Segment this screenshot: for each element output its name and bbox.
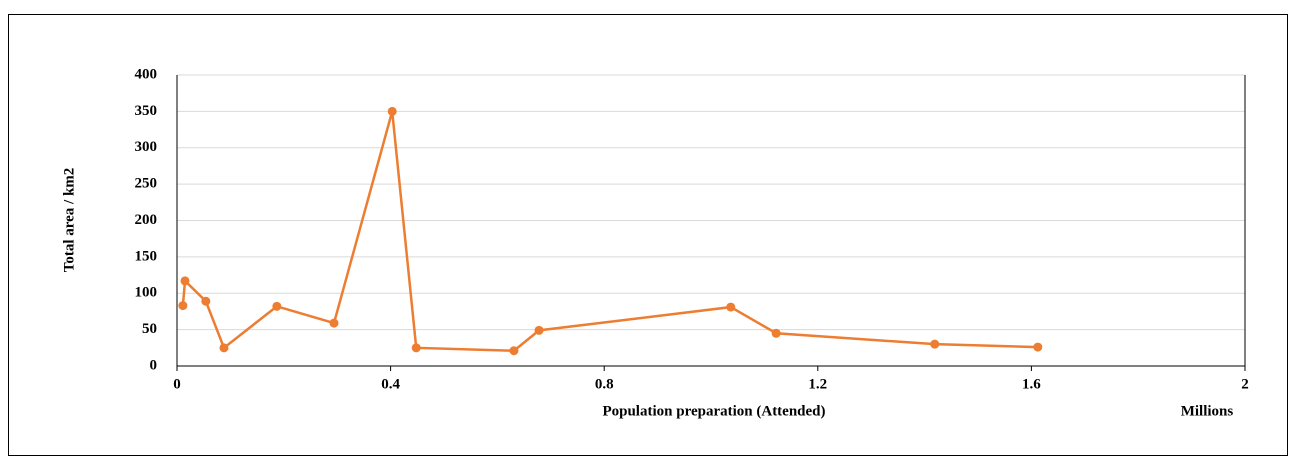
data-point bbox=[178, 301, 188, 311]
data-line bbox=[181, 111, 1038, 352]
x-tick-label: 1.6 bbox=[1022, 376, 1041, 392]
x-tick-label: 0.8 bbox=[595, 376, 614, 392]
x-axis-title: Population preparation (Attended) bbox=[602, 403, 825, 419]
data-point bbox=[387, 106, 397, 116]
data-point bbox=[219, 343, 229, 353]
frame bbox=[8, 14, 1288, 456]
data-point bbox=[201, 296, 211, 306]
y-tick-label: 250 bbox=[135, 176, 158, 192]
data-point bbox=[411, 343, 421, 353]
data-point bbox=[272, 301, 282, 311]
data-point bbox=[180, 276, 190, 286]
y-tick-label: 150 bbox=[135, 248, 158, 264]
x-axis-unit: Millions bbox=[1181, 403, 1234, 419]
x-tick-label: 0 bbox=[173, 376, 181, 392]
data-point bbox=[329, 318, 339, 328]
y-tick-label: 400 bbox=[135, 66, 158, 82]
x-tick-label: 1.2 bbox=[808, 376, 827, 392]
y-tick-label: 350 bbox=[135, 103, 158, 119]
y-tick-label: 200 bbox=[135, 212, 158, 228]
data-point bbox=[534, 325, 544, 335]
data-point bbox=[726, 302, 736, 312]
data-point bbox=[509, 346, 519, 356]
y-tick-label: 50 bbox=[142, 321, 157, 337]
y-axis-title: Total area / km2 bbox=[61, 168, 77, 273]
y-tick-label: 100 bbox=[135, 285, 158, 301]
y-tick-label: 0 bbox=[150, 357, 158, 373]
data-point bbox=[771, 328, 781, 338]
y-tick-label: 300 bbox=[135, 139, 158, 155]
data-point bbox=[930, 339, 940, 349]
x-tick-label: 2 bbox=[1241, 376, 1249, 392]
data-point bbox=[1033, 342, 1043, 352]
x-tick-label: 0.4 bbox=[381, 376, 400, 392]
